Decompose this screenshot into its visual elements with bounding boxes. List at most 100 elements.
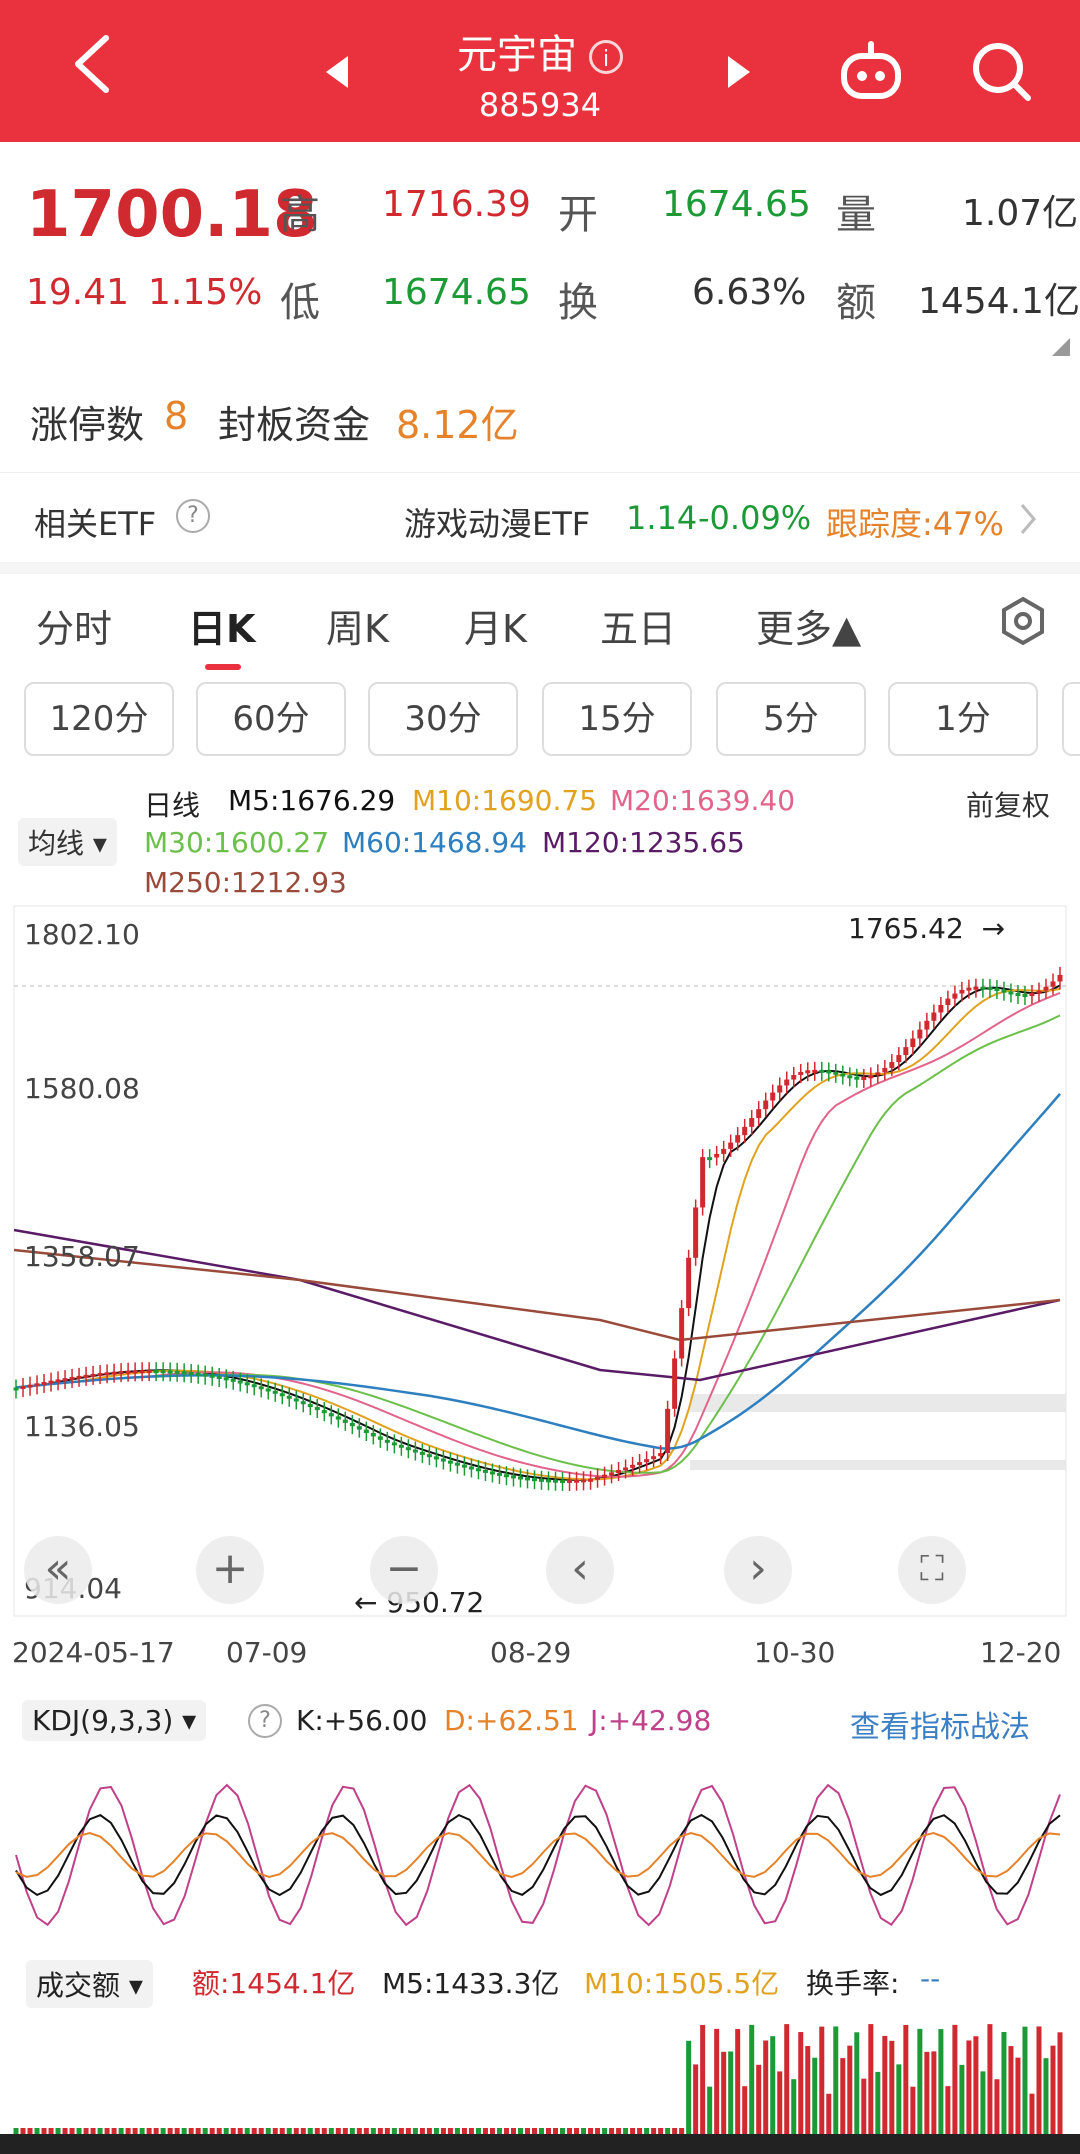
volume-bar (125, 2128, 131, 2134)
low-label: 低 (280, 280, 320, 326)
volume-bar (560, 2128, 566, 2134)
info-icon[interactable]: i (589, 40, 623, 74)
expand-corner-icon[interactable] (1052, 338, 1070, 356)
volume-bar (889, 2040, 895, 2134)
back-icon[interactable] (70, 34, 114, 94)
volume-bar (230, 2128, 236, 2134)
volume-bar (314, 2128, 320, 2134)
period-30min[interactable]: 30分 (368, 682, 518, 756)
volume-bar (735, 2029, 741, 2134)
open-value: 1674.65 (662, 184, 811, 225)
volume-bar (363, 2128, 369, 2134)
volume-bar (616, 2128, 622, 2134)
zoom-out-icon[interactable]: − (370, 1536, 438, 1604)
volume-bar (216, 2128, 222, 2134)
robot-assistant-icon[interactable] (836, 36, 906, 106)
volume-bar (861, 2078, 867, 2134)
kdj-chart[interactable] (0, 1760, 1080, 1942)
volume-bar (412, 2128, 418, 2134)
volume-bar (321, 2128, 327, 2134)
tab-five-day[interactable]: 五日 (600, 607, 677, 651)
volume-bar (510, 2128, 516, 2134)
fullscreen-icon[interactable]: ⛶ (898, 1536, 966, 1604)
tab-daily-k[interactable]: 日K (188, 607, 256, 651)
period-120min[interactable]: 120分 (24, 682, 174, 756)
volume-bar (293, 2128, 299, 2134)
indicator-selector[interactable]: 均线 ▾ (18, 818, 117, 866)
volume-bar (335, 2128, 341, 2134)
tab-monthly-k[interactable]: 月K (464, 607, 527, 651)
volume-bar (160, 2128, 166, 2134)
volume-label: 量 (836, 192, 876, 238)
volume-bar (20, 2128, 26, 2134)
volume-bar (62, 2128, 68, 2134)
volume-bar (1043, 2058, 1049, 2134)
volume-amount: 额:1454.1亿 (192, 1967, 356, 2000)
volume-bar (104, 2128, 110, 2134)
ma30-legend: M30:1600.27 (144, 826, 330, 859)
adjust-mode[interactable]: 前复权 (966, 789, 1051, 822)
zoom-in-icon[interactable]: + (196, 1536, 264, 1604)
kdj-j-line (15, 1783, 1061, 1927)
volume-selector[interactable]: 成交额 ▾ (26, 1960, 153, 2008)
volume-bar (693, 2064, 699, 2134)
related-etf-row[interactable]: 相关ETF ? 游戏动漫ETF 1.14 -0.09% 跟踪度:47% (0, 472, 1080, 563)
volume-bar (76, 2128, 82, 2134)
y-tick-4: 1136.05 (24, 1410, 140, 1443)
volume-m5: M5:1433.3亿 (382, 1967, 560, 2000)
volume-bar (55, 2128, 61, 2134)
volume-bar (714, 2028, 720, 2134)
volume-bar (244, 2128, 250, 2134)
tab-intraday[interactable]: 分时 (36, 607, 113, 651)
period-15min[interactable]: 15分 (542, 682, 692, 756)
volume-bar (700, 2024, 706, 2134)
volume-bar (574, 2128, 580, 2134)
tab-weekly-k[interactable]: 周K (326, 607, 389, 651)
turnover-rate-label: 换手率: (806, 1967, 900, 2000)
volume-bar (286, 2128, 292, 2134)
help-icon[interactable]: ? (176, 499, 210, 533)
volume-bar (1008, 2046, 1014, 2134)
bottom-edge (0, 2134, 1080, 2154)
period-60min[interactable]: 60分 (196, 682, 346, 756)
section-divider (0, 562, 1080, 574)
scroll-left-fast-icon[interactable]: « (24, 1536, 92, 1604)
ma60-line (15, 1093, 1061, 1450)
search-icon[interactable] (966, 36, 1036, 106)
volume-bar (896, 2064, 902, 2134)
tab-more[interactable]: 更多▲ (756, 607, 862, 651)
period-more[interactable] (1062, 682, 1080, 756)
volume-bar (258, 2128, 264, 2134)
volume-bar (938, 2029, 944, 2134)
ma10-line (15, 987, 1061, 1481)
volume-bar (882, 2035, 888, 2134)
low-value: 1674.65 (382, 272, 531, 313)
volume-bar (595, 2128, 601, 2134)
volume-bar (770, 2036, 776, 2134)
etf-tracking: 跟踪度:47% (826, 505, 1004, 543)
prev-stock-icon[interactable] (326, 56, 348, 88)
kline-chart[interactable] (0, 900, 1080, 1620)
volume-bar (342, 2128, 348, 2134)
volume-bar (489, 2128, 495, 2134)
period-1min[interactable]: 1分 (888, 682, 1038, 756)
x-tick-5: 12-20 (980, 1636, 1062, 1669)
volume-bar (952, 2024, 958, 2134)
amount-value: 1454.1亿 (918, 281, 1080, 322)
settings-icon[interactable] (998, 596, 1048, 646)
volume-bar (370, 2128, 376, 2134)
scroll-right-icon[interactable]: › (724, 1536, 792, 1604)
volume-value: 1.07亿 (962, 193, 1079, 234)
volume-bar (1029, 2093, 1035, 2134)
period-5min[interactable]: 5分 (716, 682, 866, 756)
kdj-selector[interactable]: KDJ(9,3,3) ▾ (22, 1700, 207, 1741)
next-stock-icon[interactable] (728, 56, 750, 88)
kdj-strategy-link[interactable]: 查看指标战法 (850, 1710, 1030, 1745)
volume-bar (356, 2128, 362, 2134)
ma120-legend: M120:1235.65 (542, 826, 745, 859)
scroll-left-icon[interactable]: ‹ (546, 1536, 614, 1604)
ma120-line (13, 1228, 1061, 1382)
kdj-d-line (15, 1831, 1061, 1879)
kdj-help-icon[interactable]: ? (248, 1704, 282, 1738)
volume-bar (202, 2128, 208, 2134)
